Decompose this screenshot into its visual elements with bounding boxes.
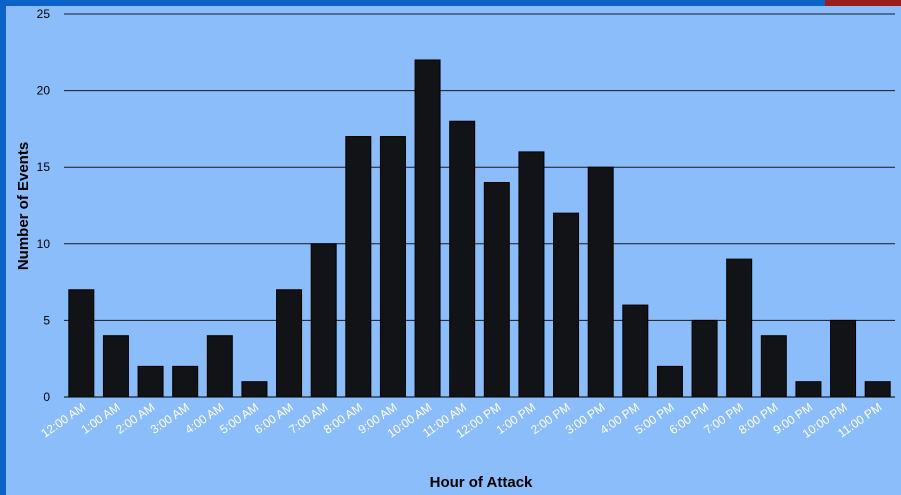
- bar: [102, 335, 129, 398]
- y-tick-label: 5: [43, 313, 50, 327]
- bar: [276, 289, 303, 398]
- bar: [864, 381, 891, 398]
- bar: [310, 243, 337, 398]
- bar: [830, 319, 857, 398]
- y-tick-label: 0: [43, 390, 50, 404]
- bar: [622, 304, 649, 398]
- bar: [726, 258, 753, 398]
- bar: [68, 289, 95, 398]
- bar: [518, 151, 545, 398]
- bar: [379, 136, 406, 398]
- bar: [414, 59, 441, 398]
- bar: [241, 381, 268, 398]
- x-tick-label: 1:00 AM: [79, 400, 123, 437]
- bar: [760, 335, 787, 398]
- y-tick-label: 10: [37, 237, 51, 251]
- bar: [553, 212, 580, 398]
- bar: [483, 182, 510, 398]
- x-tick-label: 3:00 AM: [148, 400, 192, 437]
- y-tick-label: 20: [37, 84, 51, 98]
- bar: [587, 166, 614, 398]
- x-tick-label: 7:00 AM: [286, 400, 330, 437]
- y-axis-title: Number of Events: [15, 142, 32, 270]
- bars: [68, 59, 891, 398]
- x-tick-label: 5:00 AM: [217, 400, 261, 437]
- bar: [795, 381, 822, 398]
- bar: [656, 365, 683, 398]
- x-tick-label: 6:00 AM: [252, 400, 296, 437]
- bar: [691, 319, 718, 398]
- bar: [172, 365, 199, 398]
- x-axis-title: Hour of Attack: [430, 474, 533, 491]
- y-axis-ticks: 0 5 10 15 20 25: [37, 7, 51, 404]
- y-tick-label: 15: [37, 160, 51, 174]
- bar: [449, 120, 476, 398]
- x-tick-label: 2:00 AM: [113, 400, 157, 437]
- x-axis-ticks: 12:00 AM1:00 AM2:00 AM3:00 AM4:00 AM5:00…: [38, 400, 884, 441]
- top-accent-bar: [825, 0, 901, 6]
- bar: [206, 335, 233, 398]
- gridlines: [64, 13, 895, 321]
- y-tick-label: 25: [37, 7, 51, 21]
- x-tick-label: 12:00 AM: [38, 400, 88, 441]
- bar: [345, 136, 372, 398]
- x-tick-label: 4:00 AM: [182, 400, 226, 437]
- x-tick-label: 8:00 AM: [321, 400, 365, 437]
- bar: [137, 365, 164, 398]
